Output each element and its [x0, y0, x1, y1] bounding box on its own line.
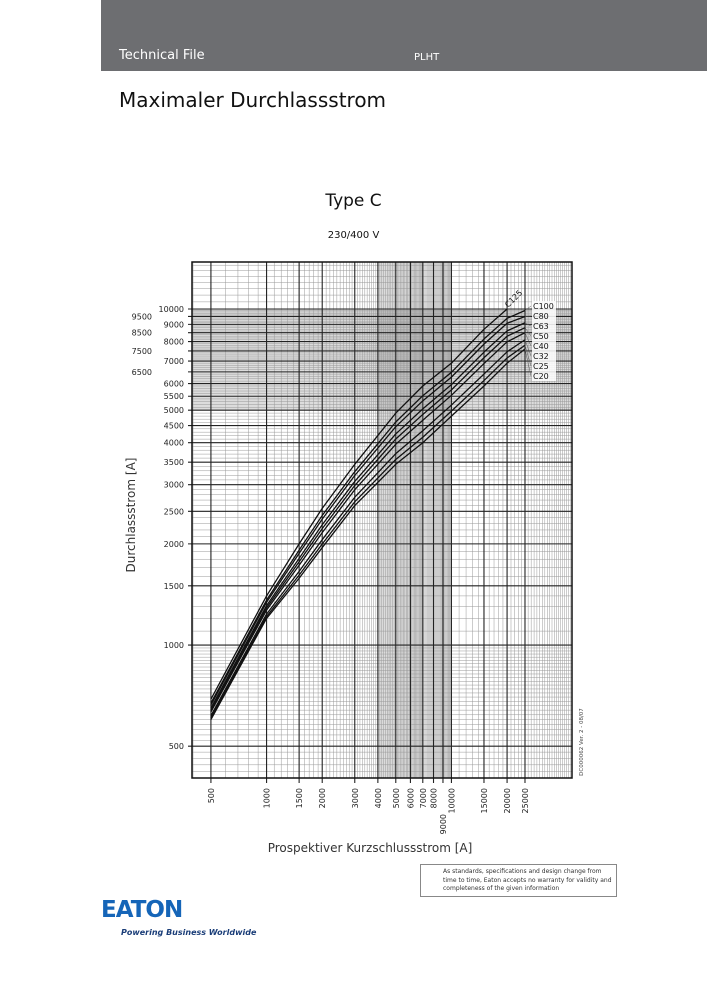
x-tick-label: 8000 — [430, 788, 439, 808]
series-label-leader — [524, 305, 532, 311]
x-tick-label: 4000 — [374, 788, 383, 808]
y-tick-label: 5000 — [164, 406, 184, 415]
series-label: C32 — [533, 352, 549, 361]
series-line-c80 — [210, 315, 526, 706]
y-tick-label: 8500 — [132, 329, 152, 338]
series-label-leader — [524, 339, 532, 357]
y-tick-label: 1500 — [164, 582, 184, 591]
series-label: C63 — [533, 322, 549, 331]
x-tick-label: 1000 — [263, 788, 272, 808]
y-tick-label: 5500 — [164, 392, 184, 401]
x-tick-label: 5000 — [392, 788, 401, 808]
series-label-leader — [524, 322, 532, 327]
series-label: C20 — [533, 372, 549, 381]
y-tick-label: 7500 — [132, 347, 152, 356]
y-tick-label: 500 — [169, 742, 184, 751]
y-axis-label: Durchlassstrom [A] — [124, 458, 138, 573]
series-label-background — [532, 351, 556, 361]
series-line-c125 — [210, 308, 508, 700]
section-label: Technical File — [119, 48, 205, 63]
y-tick-label: 10000 — [159, 305, 184, 314]
series-label-background — [532, 321, 556, 331]
y-tick-label: 3500 — [164, 458, 184, 467]
series-line-c20 — [210, 348, 526, 720]
y-tick-label: 7000 — [164, 357, 184, 366]
tagline: Powering Business Worldwide — [121, 928, 257, 937]
series-label-leader — [524, 327, 532, 337]
y-tick-label: 1000 — [164, 641, 184, 650]
y-tick-label: 8000 — [164, 338, 184, 347]
series-label: C100 — [533, 302, 554, 311]
y-tick-label: 9000 — [164, 320, 184, 329]
series-label: C125 — [503, 288, 524, 309]
plot-frame — [191, 261, 573, 779]
eaton-logo: EATON — [101, 897, 183, 923]
y-tick-label: 9500 — [132, 312, 152, 321]
x-tick-label: 7000 — [419, 788, 428, 808]
x-tick-label: 6000 — [406, 788, 415, 808]
series-label-background — [532, 361, 556, 371]
header-bar: Technical File PLHT — [101, 0, 707, 71]
series-label-leader — [524, 332, 532, 347]
page-title: Maximaler Durchlassstrom — [119, 88, 387, 112]
series-label-background — [532, 311, 556, 321]
series-line-c32 — [210, 339, 526, 717]
series-label-background — [532, 301, 556, 311]
y-tick-label: 4000 — [164, 439, 184, 448]
y-tick-label: 2000 — [164, 540, 184, 549]
x-tick-label: 20000 — [503, 788, 512, 813]
series-line-c63 — [210, 322, 526, 709]
y-tick-label: 4500 — [164, 422, 184, 431]
x-tick-label: 10000 — [447, 788, 456, 813]
y-tick-label: 6000 — [164, 380, 184, 389]
x-tick-label: 500 — [207, 788, 216, 803]
x-tick-label: 3000 — [351, 788, 360, 808]
chart-title: Type C — [325, 191, 382, 211]
series-label-leader — [524, 345, 532, 367]
disclaimer-box: As standards, specifications and design … — [420, 864, 617, 897]
y-tick-label: 2500 — [164, 507, 184, 516]
series-line-c100 — [210, 309, 526, 704]
x-axis-label: Prospektiver Kurzschlussstrom [A] — [268, 841, 473, 855]
series-label-background — [532, 371, 556, 381]
y-tick-label: 6500 — [132, 368, 152, 377]
series-label: C80 — [533, 312, 549, 321]
x-tick-label: 2000 — [318, 788, 327, 808]
chart-subtitle: 230/400 V — [327, 230, 380, 241]
document-id: DC000062 Ver. 2 - 08/07 — [579, 708, 585, 776]
series-line-c50 — [210, 327, 526, 711]
series-label: C25 — [533, 362, 549, 371]
x-tick-label: 9000 — [439, 814, 448, 834]
series-label-leader — [524, 348, 532, 377]
series-line-c25 — [210, 344, 526, 719]
series-line-c40 — [210, 332, 526, 713]
series-label: C40 — [533, 342, 549, 351]
product-code: PLHT — [414, 52, 440, 63]
series-label: C50 — [533, 332, 549, 341]
x-tick-label: 15000 — [480, 788, 489, 813]
series-label-background — [532, 331, 556, 341]
x-tick-label: 1500 — [295, 788, 304, 808]
y-tick-label: 3000 — [164, 481, 184, 490]
x-tick-label: 25000 — [521, 788, 530, 813]
series-label-background — [532, 341, 556, 351]
